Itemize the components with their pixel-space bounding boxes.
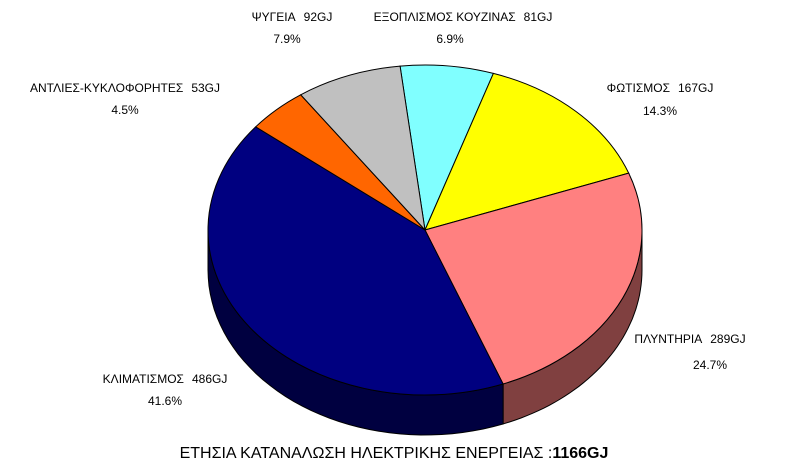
value-label: 289GJ — [710, 332, 745, 346]
slice-label: ΕΞΟΠΛΙΣΜΟΣ ΚΟΥΖΙΝΑΣ 81GJ — [374, 10, 553, 24]
category-label: ΦΩΤΙΣΜΟΣ — [607, 81, 670, 95]
slice-label: ΚΛΙΜΑΤΙΣΜΟΣ 486GJ — [103, 372, 228, 386]
slice — [424, 72, 630, 231]
percentage-label: 4.5% — [111, 103, 139, 117]
slice-label: ΦΩΤΙΣΜΟΣ 167GJ — [607, 81, 714, 95]
category-label: ΨΥΓΕΙΑ — [252, 10, 296, 24]
value-label: 53GJ — [191, 81, 220, 95]
chart-title-line: ΕΤΗΣΙΑ ΚΑΤΑΝΑΛΩΣΗ ΗΛΕΚΤΡΙΚΗΣ ΕΝΕΡΓΕΙΑΣ :… — [180, 445, 609, 462]
chart-title: ΕΤΗΣΙΑ ΚΑΤΑΝΑΛΩΣΗ ΗΛΕΚΤΡΙΚΗΣ ΕΝΕΡΓΕΙΑΣ : — [180, 445, 553, 462]
value-label: 92GJ — [304, 10, 333, 24]
value-label: 167GJ — [678, 81, 713, 95]
percentage-label: 7.9% — [273, 32, 301, 46]
value-label: 486GJ — [192, 372, 227, 386]
value-label: 81GJ — [524, 10, 553, 24]
total-label: 1166GJ — [552, 445, 608, 462]
slice — [299, 65, 426, 232]
percentage-label: 14.3% — [643, 104, 677, 118]
slice-label: ΠΛΥΝΤΗΡΙΑ 289GJ — [634, 332, 745, 346]
percentage-label: 6.9% — [436, 32, 464, 46]
slice — [207, 126, 504, 396]
slice-label: ΨΥΓΕΙΑ 92GJ — [252, 10, 333, 24]
slice-label: ΑΝΤΛΙΕΣ-ΚΥΚΛΟΦΟΡΗΤΕΣ 53GJ — [30, 81, 220, 95]
category-label: ΠΛΥΝΤΗΡΙΑ — [634, 332, 702, 346]
percentage-label: 24.7% — [693, 358, 727, 372]
percentage-label: 41.6% — [148, 394, 182, 408]
category-label: ΕΞΟΠΛΙΣΜΟΣ ΚΟΥΖΙΝΑΣ — [374, 10, 516, 24]
category-label: ΚΛΙΜΑΤΙΣΜΟΣ — [103, 372, 184, 386]
slice — [424, 172, 643, 385]
category-label: ΑΝΤΛΙΕΣ-ΚΥΚΛΟΦΟΡΗΤΕΣ — [30, 81, 183, 95]
